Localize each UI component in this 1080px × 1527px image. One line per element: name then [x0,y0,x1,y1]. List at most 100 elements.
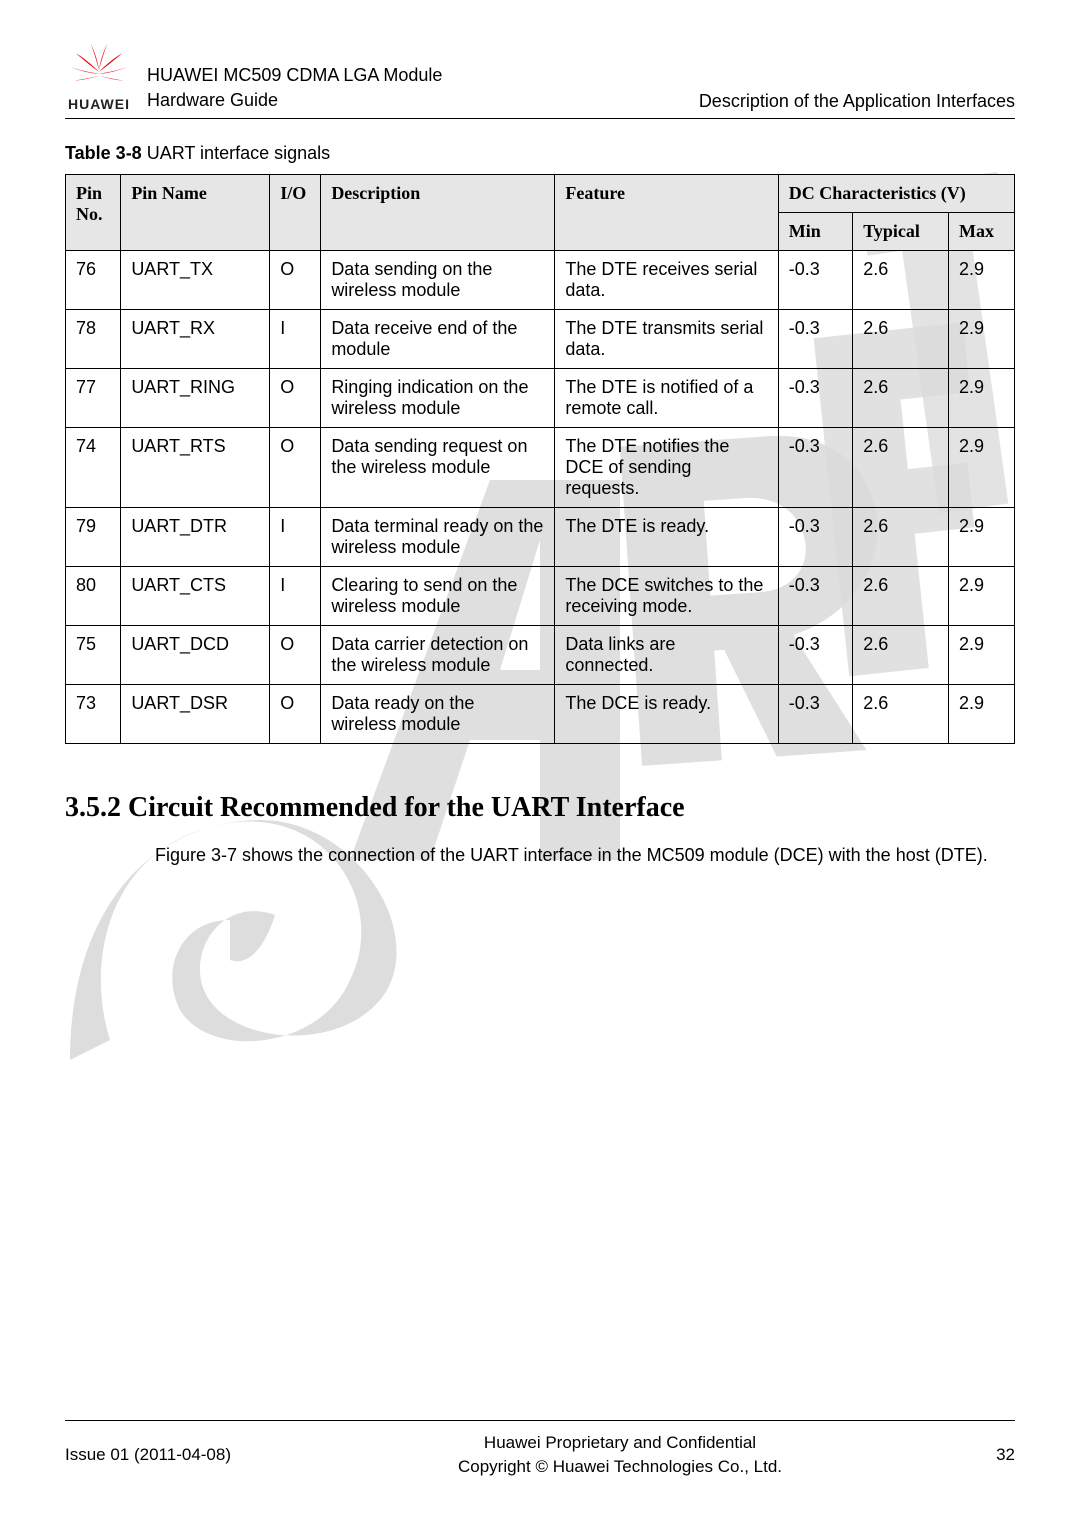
th-max: Max [948,213,1014,251]
cell-min: -0.3 [778,685,852,744]
cell-io: O [270,428,321,508]
table-row: 73 UART_DSR O Data ready on the wireless… [66,685,1015,744]
cell-desc: Data receive end of the module [321,310,555,369]
cell-min: -0.3 [778,251,852,310]
cell-min: -0.3 [778,567,852,626]
cell-pin-no: 79 [66,508,121,567]
table-row: 77 UART_RING O Ringing indication on the… [66,369,1015,428]
cell-pin-no: 73 [66,685,121,744]
cell-io: O [270,626,321,685]
page-header: HUAWEI HUAWEI MC509 CDMA LGA Module Hard… [65,40,1015,119]
cell-typ: 2.6 [853,310,949,369]
cell-typ: 2.6 [853,567,949,626]
footer-issue: Issue 01 (2011-04-08) [65,1445,285,1465]
cell-typ: 2.6 [853,626,949,685]
table-caption-text: UART interface signals [142,143,330,163]
th-io: I/O [270,175,321,251]
cell-feat: The DTE notifies the DCE of sending requ… [555,428,778,508]
cell-pin-name: UART_TX [121,251,270,310]
cell-pin-name: UART_DCD [121,626,270,685]
th-typical: Typical [853,213,949,251]
table-row: 79 UART_DTR I Data terminal ready on the… [66,508,1015,567]
cell-pin-no: 75 [66,626,121,685]
cell-desc: Clearing to send on the wireless module [321,567,555,626]
uart-signals-table: Pin No. Pin Name I/O Description Feature… [65,174,1015,744]
page-footer: Issue 01 (2011-04-08) Huawei Proprietary… [65,1420,1015,1479]
cell-feat: The DTE is notified of a remote call. [555,369,778,428]
cell-pin-name: UART_CTS [121,567,270,626]
cell-typ: 2.6 [853,251,949,310]
cell-min: -0.3 [778,310,852,369]
cell-max: 2.9 [948,508,1014,567]
footer-page-number: 32 [955,1445,1015,1465]
footer-copyright: Copyright © Huawei Technologies Co., Ltd… [285,1455,955,1479]
cell-io: I [270,310,321,369]
cell-desc: Ringing indication on the wireless modul… [321,369,555,428]
cell-pin-no: 77 [66,369,121,428]
cell-io: O [270,251,321,310]
cell-max: 2.9 [948,685,1014,744]
doc-title-line1: HUAWEI MC509 CDMA LGA Module [147,63,699,87]
cell-desc: Data carrier detection on the wireless m… [321,626,555,685]
cell-max: 2.9 [948,251,1014,310]
th-pin-no: Pin No. [66,175,121,251]
table-row: 80 UART_CTS I Clearing to send on the wi… [66,567,1015,626]
table-row: 74 UART_RTS O Data sending request on th… [66,428,1015,508]
cell-io: I [270,567,321,626]
table-caption-label: Table 3-8 [65,143,142,163]
cell-feat: The DTE is ready. [555,508,778,567]
cell-pin-name: UART_RX [121,310,270,369]
cell-feat: The DTE transmits serial data. [555,310,778,369]
th-min: Min [778,213,852,251]
cell-feat: The DCE is ready. [555,685,778,744]
table-row: 78 UART_RX I Data receive end of the mod… [66,310,1015,369]
cell-max: 2.9 [948,310,1014,369]
cell-pin-name: UART_RTS [121,428,270,508]
cell-typ: 2.6 [853,508,949,567]
cell-pin-no: 76 [66,251,121,310]
cell-io: O [270,685,321,744]
cell-feat: Data links are connected. [555,626,778,685]
cell-max: 2.9 [948,428,1014,508]
cell-desc: Data sending on the wireless module [321,251,555,310]
table-header-row-1: Pin No. Pin Name I/O Description Feature… [66,175,1015,213]
cell-pin-no: 80 [66,567,121,626]
cell-pin-name: UART_DTR [121,508,270,567]
cell-typ: 2.6 [853,428,949,508]
table-body: 76 UART_TX O Data sending on the wireles… [66,251,1015,744]
brand-logo-block: HUAWEI [65,40,133,112]
cell-desc: Data terminal ready on the wireless modu… [321,508,555,567]
section-body: Figure 3-7 shows the connection of the U… [155,842,995,868]
doc-title-line2: Hardware Guide [147,88,699,112]
th-description: Description [321,175,555,251]
cell-pin-no: 78 [66,310,121,369]
cell-min: -0.3 [778,428,852,508]
cell-max: 2.9 [948,369,1014,428]
header-section-title: Description of the Application Interface… [699,91,1015,112]
huawei-logo-icon [65,40,133,94]
brand-text: HUAWEI [68,96,130,112]
cell-pin-no: 74 [66,428,121,508]
table-row: 75 UART_DCD O Data carrier detection on … [66,626,1015,685]
header-titles: HUAWEI MC509 CDMA LGA Module Hardware Gu… [147,63,699,112]
cell-max: 2.9 [948,626,1014,685]
cell-min: -0.3 [778,626,852,685]
cell-feat: The DTE receives serial data. [555,251,778,310]
cell-io: I [270,508,321,567]
cell-pin-name: UART_RING [121,369,270,428]
table-caption: Table 3-8 UART interface signals [65,143,1015,164]
cell-typ: 2.6 [853,369,949,428]
th-pin-name: Pin Name [121,175,270,251]
footer-center: Huawei Proprietary and Confidential Copy… [285,1431,955,1479]
cell-desc: Data ready on the wireless module [321,685,555,744]
cell-max: 2.9 [948,567,1014,626]
cell-pin-name: UART_DSR [121,685,270,744]
cell-io: O [270,369,321,428]
cell-feat: The DCE switches to the receiving mode. [555,567,778,626]
cell-typ: 2.6 [853,685,949,744]
th-feature: Feature [555,175,778,251]
table-row: 76 UART_TX O Data sending on the wireles… [66,251,1015,310]
cell-desc: Data sending request on the wireless mod… [321,428,555,508]
th-dc: DC Characteristics (V) [778,175,1014,213]
section-heading: 3.5.2 Circuit Recommended for the UART I… [65,792,1015,824]
